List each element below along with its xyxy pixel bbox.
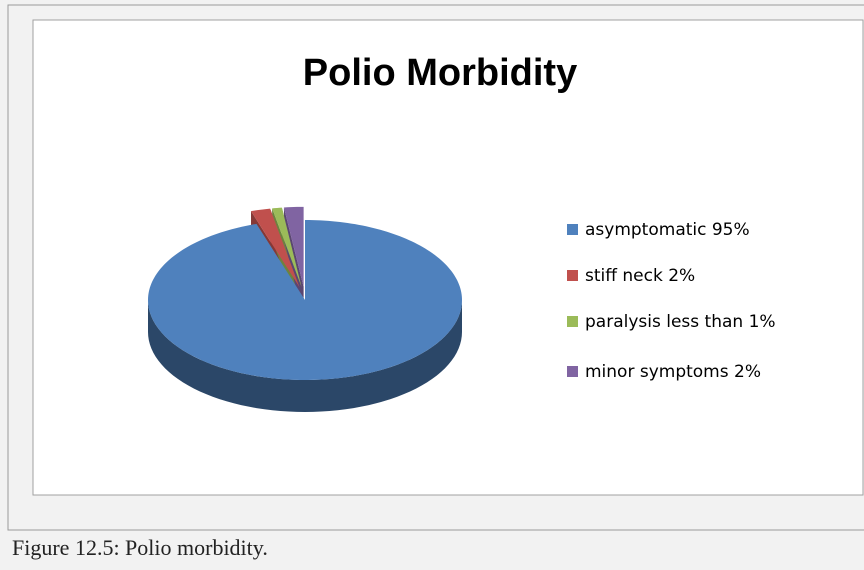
chart-title: Polio Morbidity: [303, 52, 577, 94]
pie-slice: [251, 208, 300, 288]
legend-swatch: [567, 366, 578, 377]
chart-area: [32, 19, 864, 496]
legend: asymptomatic 95% stiff neck 2% paralysis l…: [567, 220, 776, 382]
legend-swatch: [567, 224, 578, 235]
pie: [148, 206, 462, 412]
legend-label: minor symptoms 2%: [585, 362, 761, 382]
legend-swatch: [567, 316, 578, 327]
legend-swatch: [567, 270, 578, 281]
legend-label: paralysis less than 1%: [585, 312, 776, 332]
pie-slice: [283, 206, 304, 287]
pie-slice: [272, 207, 302, 287]
legend-label: asymptomatic 95%: [585, 220, 750, 240]
slice-side: [148, 300, 462, 412]
legend-label: stiff neck 2%: [585, 266, 695, 286]
pie-slice: [148, 220, 462, 380]
caption: Figure 12.5: Polio morbidity.: [12, 535, 268, 560]
